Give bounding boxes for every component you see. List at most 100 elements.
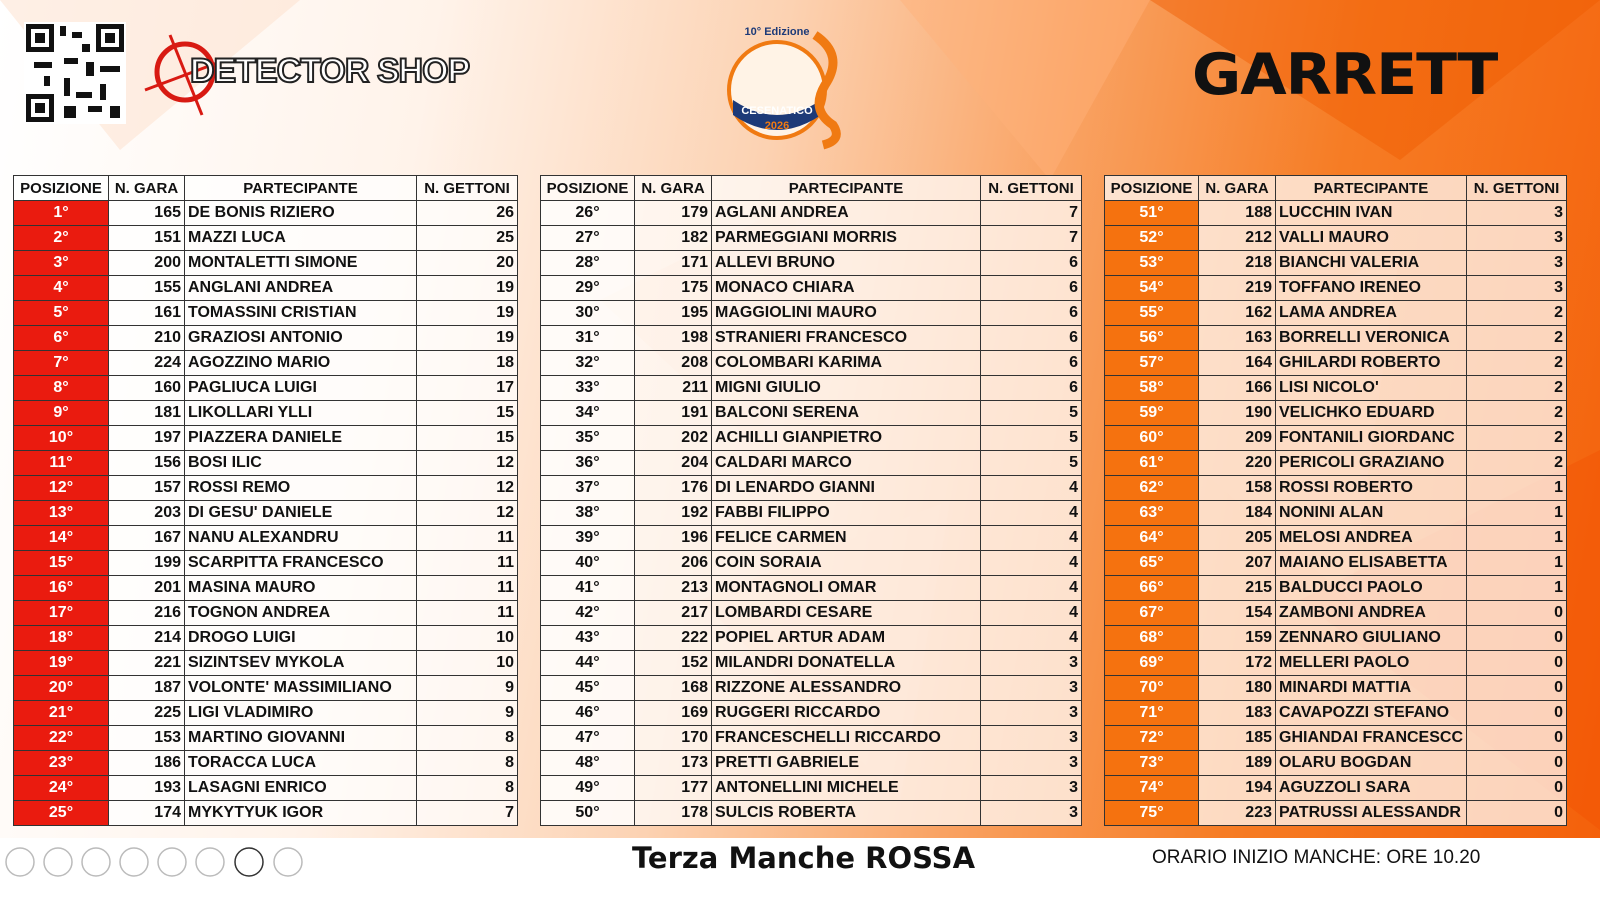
table-row: 2° 151 MAZZI LUCA 25 [13, 225, 518, 251]
tokens-cell: 2 [1466, 400, 1567, 426]
race-number-cell: 178 [634, 800, 712, 826]
position-cell: 29° [540, 275, 635, 301]
participant-cell: DE BONIS RIZIERO [184, 200, 417, 226]
race-number-cell: 161 [108, 300, 185, 326]
participant-cell: VOLONTE' MASSIMILIANO [184, 675, 417, 701]
race-number-cell: 203 [108, 500, 185, 526]
race-number-cell: 198 [634, 325, 712, 351]
tokens-cell: 26 [416, 200, 518, 226]
table-row: 16° 201 MASINA MAURO 11 [13, 575, 518, 601]
tokens-cell: 1 [1466, 525, 1567, 551]
tokens-cell: 10 [416, 650, 518, 676]
race-number-cell: 210 [108, 325, 185, 351]
position-cell: 31° [540, 325, 635, 351]
position-cell: 75° [1104, 800, 1199, 826]
race-number-cell: 190 [1198, 400, 1276, 426]
table-row: 22° 153 MARTINO GIOVANNI 8 [13, 725, 518, 751]
race-number-cell: 196 [634, 525, 712, 551]
participant-cell: BORRELLI VERONICA [1275, 325, 1467, 351]
table-row: 41° 213 MONTAGNOLI OMAR 4 [540, 575, 1082, 601]
race-number-cell: 207 [1198, 550, 1276, 576]
position-cell: 63° [1104, 500, 1199, 526]
position-cell: 25° [13, 800, 109, 826]
race-number-cell: 188 [1198, 200, 1276, 226]
table-row: 42° 217 LOMBARDI CESARE 4 [540, 600, 1082, 626]
participant-cell: MAIANO ELISABETTA [1275, 550, 1467, 576]
position-cell: 5° [13, 300, 109, 326]
position-cell: 20° [13, 675, 109, 701]
position-cell: 14° [13, 525, 109, 551]
table-row: 45° 168 RIZZONE ALESSANDRO 3 [540, 675, 1082, 701]
participant-cell: MIGNI GIULIO [711, 375, 981, 401]
race-number-cell: 197 [108, 425, 185, 451]
race-number-cell: 211 [634, 375, 712, 401]
brand-left: DETECTOR SHOP [189, 51, 471, 91]
race-number-cell: 169 [634, 700, 712, 726]
table-row: 73° 189 OLARU BOGDAN 0 [1104, 750, 1567, 776]
participant-cell: LIKOLLARI YLLI [184, 400, 417, 426]
position-cell: 45° [540, 675, 635, 701]
position-cell: 39° [540, 525, 635, 551]
tokens-cell: 2 [1466, 425, 1567, 451]
table-row: 26° 179 AGLANI ANDREA 7 [540, 200, 1082, 226]
race-number-cell: 153 [108, 725, 185, 751]
participant-cell: VELICHKO EDUARD [1275, 400, 1467, 426]
race-number-cell: 202 [634, 425, 712, 451]
table-row: 8° 160 PAGLIUCA LUIGI 17 [13, 375, 518, 401]
race-number-cell: 159 [1198, 625, 1276, 651]
position-cell: 66° [1104, 575, 1199, 601]
column-header: POSIZIONE [540, 175, 635, 201]
table-row: 50° 178 SULCIS ROBERTA 3 [540, 800, 1082, 826]
ranking-table: POSIZIONE N. GARA PARTECIPANTE N. GETTONI 51… [1104, 175, 1567, 826]
participant-cell: ROSSI ROBERTO [1275, 475, 1467, 501]
race-number-cell: 172 [1198, 650, 1276, 676]
tokens-cell: 2 [1466, 300, 1567, 326]
tokens-cell: 5 [980, 400, 1082, 426]
table-row: 6° 210 GRAZIOSI ANTONIO 19 [13, 325, 518, 351]
table-row: 44° 152 MILANDRI DONATELLA 3 [540, 650, 1082, 676]
tokens-cell: 17 [416, 375, 518, 401]
tokens-cell: 3 [980, 725, 1082, 751]
participant-cell: ACHILLI GIANPIETRO [711, 425, 981, 451]
race-number-cell: 155 [108, 275, 185, 301]
column-header: N. GETTONI [1466, 175, 1567, 201]
column-header: PARTECIPANTE [184, 175, 417, 201]
position-cell: 60° [1104, 425, 1199, 451]
race-number-cell: 164 [1198, 350, 1276, 376]
table-row: 37° 176 DI LENARDO GIANNI 4 [540, 475, 1082, 501]
position-cell: 11° [13, 450, 109, 476]
table-row: 5° 161 TOMASSINI CRISTIAN 19 [13, 300, 518, 326]
position-cell: 35° [540, 425, 635, 451]
position-cell: 65° [1104, 550, 1199, 576]
tokens-cell: 7 [980, 200, 1082, 226]
position-cell: 54° [1104, 275, 1199, 301]
tokens-cell: 0 [1466, 600, 1567, 626]
tokens-cell: 9 [416, 700, 518, 726]
tokens-cell: 2 [1466, 350, 1567, 376]
race-number-cell: 195 [634, 300, 712, 326]
table-row: 58° 166 LISI NICOLO' 2 [1104, 375, 1567, 401]
tokens-cell: 4 [980, 500, 1082, 526]
position-cell: 28° [540, 250, 635, 276]
tokens-cell: 8 [416, 725, 518, 751]
position-cell: 70° [1104, 675, 1199, 701]
header-row: POSIZIONE N. GARA PARTECIPANTE N. GETTONI [540, 175, 1082, 201]
position-cell: 21° [13, 700, 109, 726]
table-row: 71° 183 CAVAPOZZI STEFANO 0 [1104, 700, 1567, 726]
participant-cell: NANU ALEXANDRU [184, 525, 417, 551]
position-cell: 53° [1104, 250, 1199, 276]
race-number-cell: 193 [108, 775, 185, 801]
race-number-cell: 151 [108, 225, 185, 251]
column-header: N. GARA [108, 175, 185, 201]
position-cell: 52° [1104, 225, 1199, 251]
race-number-cell: 222 [634, 625, 712, 651]
participant-cell: MONACO CHIARA [711, 275, 981, 301]
table-row: 40° 206 COIN SORAIA 4 [540, 550, 1082, 576]
participant-cell: RUGGERI RICCARDO [711, 700, 981, 726]
table-row: 36° 204 CALDARI MARCO 5 [540, 450, 1082, 476]
race-number-cell: 156 [108, 450, 185, 476]
table-row: 14° 167 NANU ALEXANDRU 11 [13, 525, 518, 551]
participant-cell: MASINA MAURO [184, 575, 417, 601]
participant-cell: FONTANILI GIORDANC [1275, 425, 1467, 451]
